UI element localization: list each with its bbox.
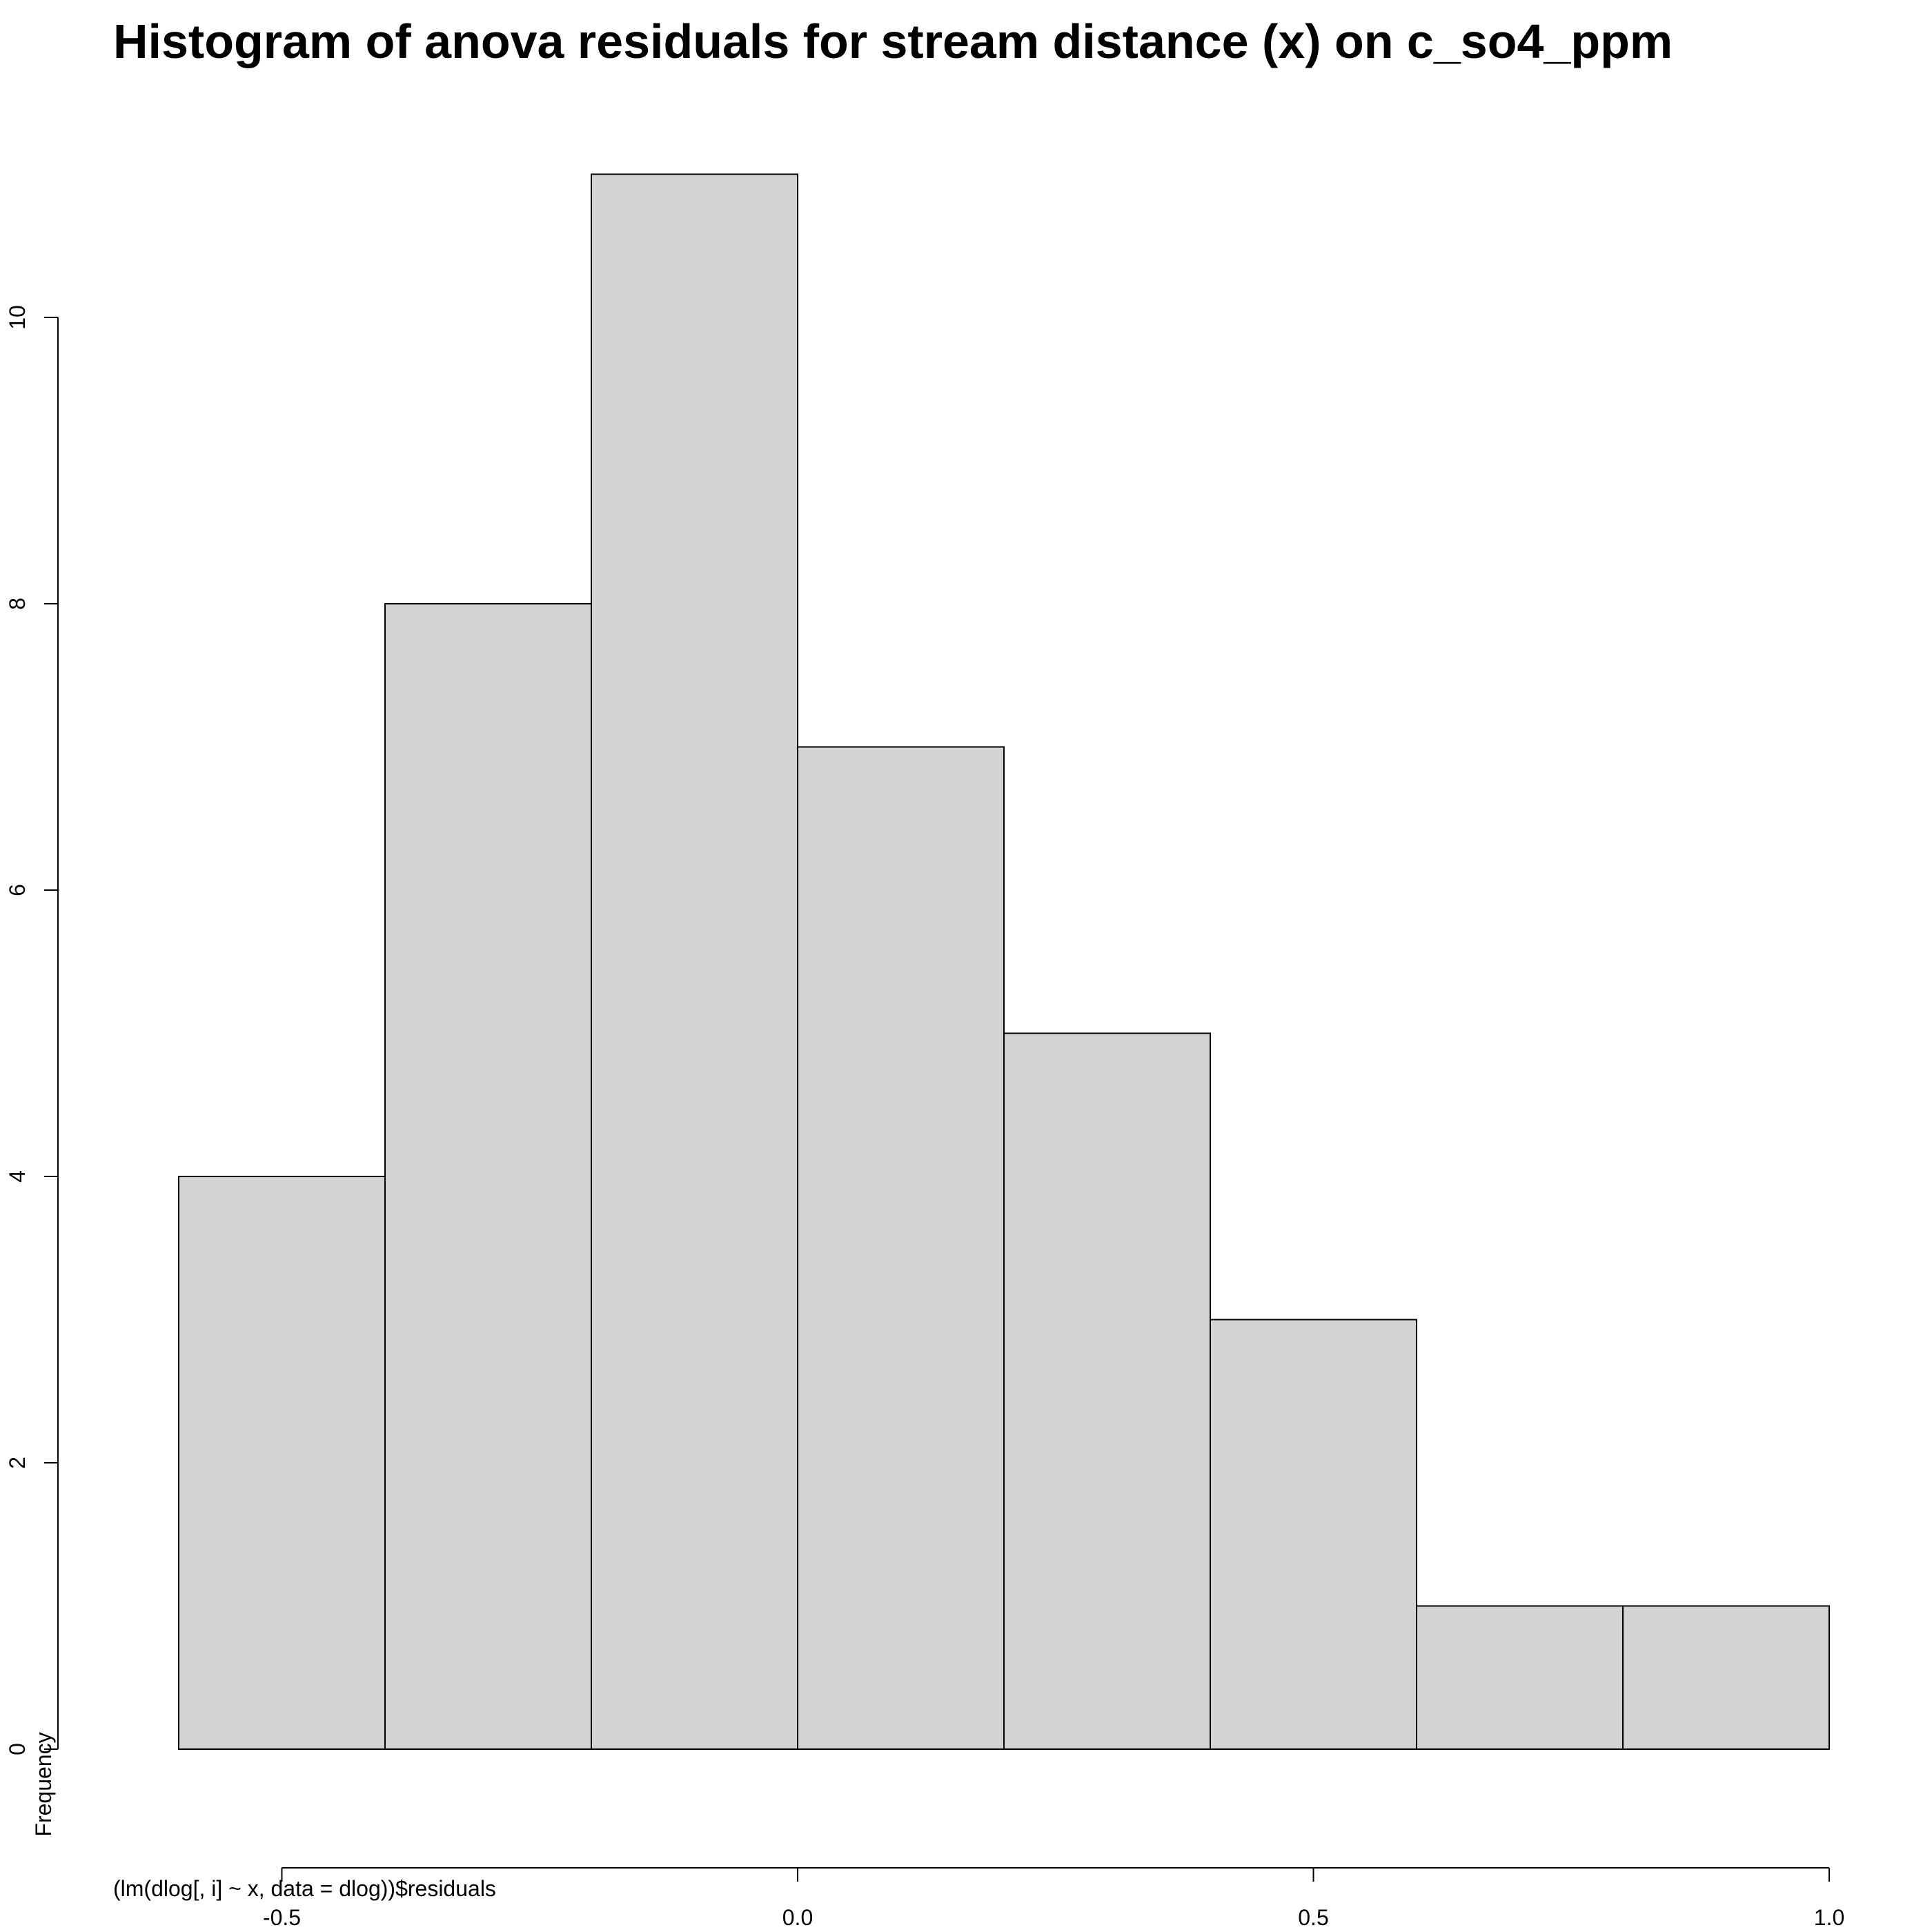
x-tick-label: 1.0 xyxy=(1814,1905,1844,1930)
y-axis-label: Frequency xyxy=(31,1732,56,1836)
histogram-bar-8 xyxy=(1622,1605,1830,1750)
histogram-bar-4 xyxy=(797,746,1005,1750)
histogram-bar-1 xyxy=(178,1176,386,1750)
y-tick-label: 2 xyxy=(5,1457,30,1469)
histogram-bar-3 xyxy=(591,173,798,1750)
x-axis: -0.5 0.0 0.5 1.0 xyxy=(263,1867,1844,1930)
x-axis-label: (lm(dlog[, i] ~ x, data = dlog))$residua… xyxy=(113,1876,496,1901)
y-tick-label: 0 xyxy=(5,1743,30,1755)
x-tick-label: 0.5 xyxy=(1298,1905,1328,1930)
histogram-bar-6 xyxy=(1210,1319,1417,1750)
y-tick-label: 4 xyxy=(5,1170,30,1183)
y-axis: 0 2 4 6 8 10 xyxy=(5,305,59,1755)
y-tick-label: 8 xyxy=(5,598,30,610)
bars-group xyxy=(178,173,1830,1750)
histogram-bar-5 xyxy=(1003,1032,1211,1750)
x-tick-label: 0.0 xyxy=(782,1905,813,1930)
chart-title: Histogram of anova residuals for stream … xyxy=(113,14,1673,68)
y-tick-label: 10 xyxy=(5,305,30,330)
y-tick-label: 6 xyxy=(5,884,30,896)
histogram-bar-2 xyxy=(384,603,592,1750)
x-tick-label: -0.5 xyxy=(263,1905,301,1930)
histogram-bar-7 xyxy=(1416,1605,1624,1750)
